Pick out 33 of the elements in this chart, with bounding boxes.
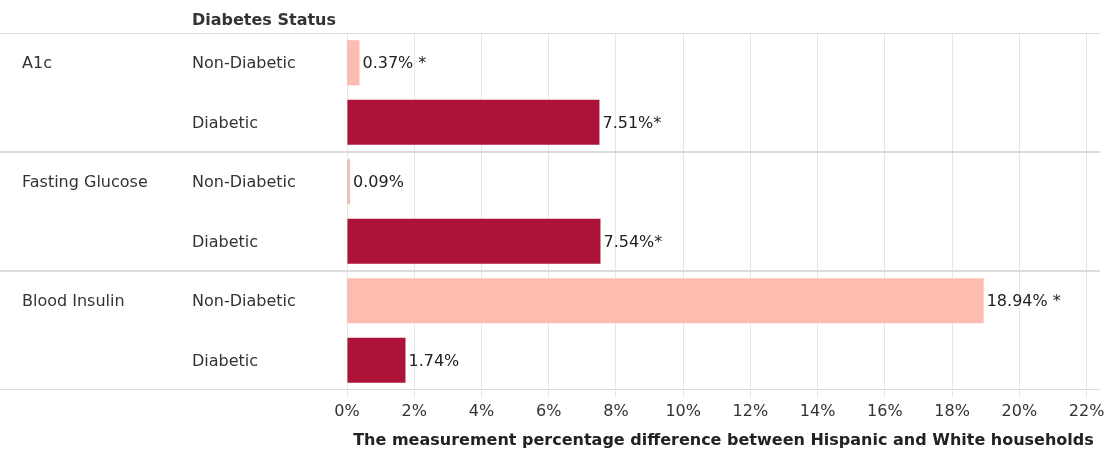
y-tick-label: Non-Diabetic	[192, 291, 296, 310]
data-label: 18.94% *	[986, 291, 1061, 311]
x-tick-label: 2%	[401, 401, 427, 421]
y-axis-title: Diabetes Status	[192, 10, 336, 29]
y-tick-label: Diabetic	[192, 113, 259, 132]
x-tick-label: 0%	[334, 401, 360, 421]
text: Blood Insulin	[22, 291, 125, 310]
x-axis-title: The measurement percentage difference between Hispanic and White households	[353, 429, 1094, 449]
text: Fasting Glucose	[22, 172, 148, 191]
x-tick-label: 22%	[1068, 401, 1105, 421]
x-tick-label: 16%	[867, 401, 903, 421]
data-label: 0.37% *	[362, 53, 427, 73]
x-tick-label: 14%	[799, 401, 836, 421]
x-tick-label: 8%	[603, 401, 629, 421]
x-tick-label: 4%	[468, 401, 495, 421]
bar	[347, 218, 601, 264]
bar	[347, 337, 406, 383]
data-label: 0.09%	[353, 172, 404, 192]
text: A1c	[22, 53, 52, 72]
bar	[347, 278, 984, 324]
y-tick-label: Non-Diabetic	[192, 172, 296, 191]
data-label: 7.51%*	[602, 112, 662, 132]
x-tick-label: 18%	[934, 401, 970, 421]
x-tick-label: 12%	[732, 401, 769, 421]
y-tick-label: Non-Diabetic	[192, 53, 296, 72]
y-tick-label: Diabetic	[192, 351, 259, 370]
data-label: 7.54%*	[603, 231, 663, 251]
x-tick-label: 6%	[536, 401, 562, 421]
bar	[347, 99, 600, 145]
data-label: 1.74%	[408, 350, 460, 370]
x-tick-label: 10%	[665, 401, 701, 421]
x-tick-label: 20%	[1001, 401, 1038, 421]
y-tick-label: Diabetic	[192, 232, 259, 251]
